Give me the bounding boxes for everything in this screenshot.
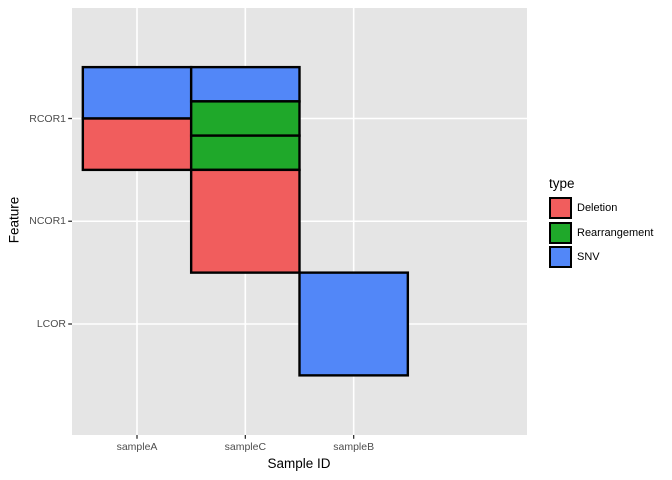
x-tick-label-sampleC: sampleC bbox=[224, 441, 267, 453]
x-tick-label-sampleB: sampleB bbox=[333, 441, 375, 453]
legend-title: type bbox=[549, 176, 575, 191]
tile-sampleC-RCOR1-Rearrangement bbox=[189, 134, 301, 172]
tile-sampleA-RCOR1-SNV bbox=[81, 65, 193, 120]
legend-entry-Deletion: Deletion bbox=[549, 197, 653, 219]
tile-sampleA-RCOR1-Deletion bbox=[81, 117, 193, 172]
tile-sampleC-NCOR1-Deletion bbox=[189, 168, 301, 274]
legend-label-SNV: SNV bbox=[577, 251, 600, 263]
legend-key-swatch-SNV bbox=[549, 246, 572, 268]
y-tick-label-RCOR1: RCOR1 bbox=[29, 112, 66, 125]
legend-label-Rearrangement: Rearrangement bbox=[577, 226, 654, 239]
legend-label-Deletion: Deletion bbox=[577, 202, 618, 214]
legend-key-swatch-Rearrangement bbox=[549, 221, 572, 244]
legend-entries: Deletion Rearrangement SNV bbox=[549, 197, 653, 268]
tile-sampleC-RCOR1-Rearrangement bbox=[189, 100, 301, 137]
legend: type Deletion Rearrangement SNV bbox=[549, 176, 653, 271]
legend-key-swatch-Deletion bbox=[549, 197, 572, 219]
legend-entry-Rearrangement: Rearrangement bbox=[549, 221, 654, 244]
y-axis-title: Feature bbox=[6, 196, 22, 244]
tile-sampleB-LCOR-SNV bbox=[298, 271, 410, 377]
tile-sampleC-RCOR1-SNV bbox=[189, 65, 301, 103]
legend-entry-SNV: SNV bbox=[549, 246, 653, 268]
y-tick-label-NCOR1: NCOR1 bbox=[29, 215, 66, 228]
x-axis-title: Sample ID bbox=[267, 456, 331, 471]
x-tick-label-sampleA: sampleA bbox=[116, 441, 158, 453]
y-tick-label-LCOR: LCOR bbox=[36, 318, 66, 330]
